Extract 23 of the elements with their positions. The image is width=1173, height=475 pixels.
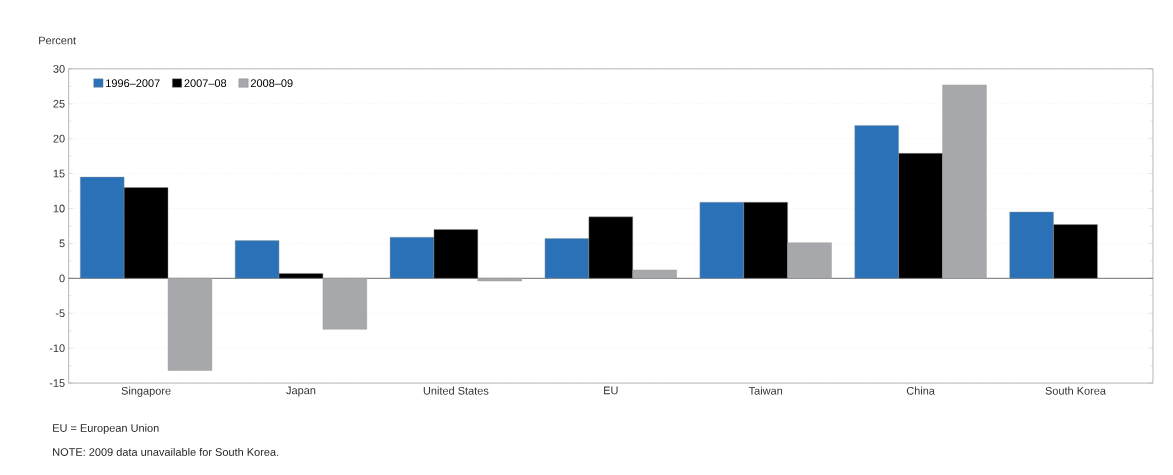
text: EU = European Union — [53, 423, 159, 435]
x-tick-label: Singapore — [121, 386, 171, 397]
y-tick-label: 0 — [59, 274, 65, 283]
y-axis-title: Percent — [39, 36, 76, 45]
x-tick-label: China — [906, 386, 935, 395]
y-tick-label: 15 — [53, 169, 65, 178]
y-tick-label: -5 — [55, 309, 65, 318]
y-tick-label: -10 — [49, 344, 65, 353]
y-tick-label: 25 — [53, 99, 65, 108]
y-tick-label: 5 — [59, 239, 65, 248]
x-tick-label: Taiwan — [748, 386, 783, 395]
y-tick-label: 20 — [53, 134, 65, 143]
x-tick-label: Japan — [286, 386, 316, 397]
text: NOTE: 2009 data unavailable for South Korea. — [53, 447, 279, 457]
y-tick-label: -15 — [49, 379, 65, 387]
x-tick-label: EU — [604, 386, 618, 395]
x-tick-label: South Korea — [1045, 386, 1106, 395]
legend-label: 2007–08 — [184, 79, 227, 88]
y-tick-label: 10 — [53, 204, 65, 213]
x-tick-label: United States — [423, 386, 489, 395]
legend-label: 2008–09 — [250, 79, 293, 88]
y-tick-label: 30 — [53, 65, 65, 73]
legend-label: 1996–2007 — [106, 79, 160, 88]
